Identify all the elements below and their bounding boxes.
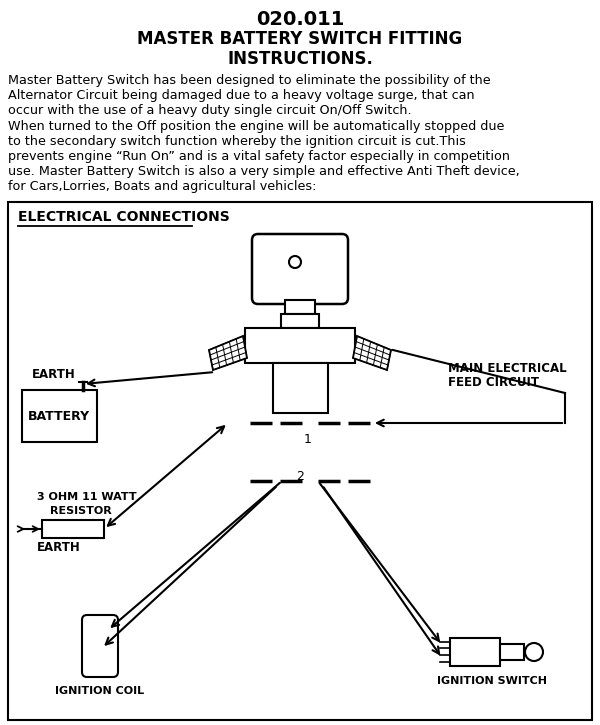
FancyBboxPatch shape <box>252 234 348 304</box>
Text: IGNITION SWITCH: IGNITION SWITCH <box>437 676 547 686</box>
Text: use. Master Battery Switch is also a very simple and effective Anti Theft device: use. Master Battery Switch is also a ver… <box>8 165 520 178</box>
Text: 2: 2 <box>296 470 304 483</box>
Bar <box>450 638 500 666</box>
Text: for Cars,Lorries, Boats and agricultural vehicles:: for Cars,Lorries, Boats and agricultural… <box>8 181 317 194</box>
Bar <box>245 328 355 363</box>
Bar <box>8 202 592 720</box>
Bar <box>22 390 97 442</box>
Text: 1: 1 <box>304 433 312 446</box>
FancyBboxPatch shape <box>82 615 118 677</box>
Text: MASTER BATTERY SWITCH FITTING: MASTER BATTERY SWITCH FITTING <box>137 30 463 48</box>
Bar <box>281 314 319 328</box>
Text: EARTH: EARTH <box>37 541 81 554</box>
Text: occur with the use of a heavy duty single circuit On/Off Switch.: occur with the use of a heavy duty singl… <box>8 104 412 117</box>
Text: INSTRUCTIONS.: INSTRUCTIONS. <box>227 50 373 68</box>
Text: ELECTRICAL CONNECTIONS: ELECTRICAL CONNECTIONS <box>18 210 230 224</box>
Polygon shape <box>209 336 247 370</box>
Text: 3 OHM 11 WATT: 3 OHM 11 WATT <box>37 492 137 502</box>
Text: When turned to the Off position the engine will be automatically stopped due: When turned to the Off position the engi… <box>8 120 505 133</box>
Bar <box>500 644 524 660</box>
Text: IGNITION COIL: IGNITION COIL <box>55 686 145 696</box>
Text: BATTERY: BATTERY <box>28 410 90 423</box>
Bar <box>42 520 104 538</box>
Text: to the secondary switch function whereby the ignition circuit is cut.This: to the secondary switch function whereby… <box>8 135 466 148</box>
Bar <box>273 363 328 413</box>
Text: Alternator Circuit being damaged due to a heavy voltage surge, that can: Alternator Circuit being damaged due to … <box>8 89 475 102</box>
Polygon shape <box>353 336 391 370</box>
Text: RESISTOR: RESISTOR <box>50 506 112 516</box>
Text: EARTH: EARTH <box>32 368 76 381</box>
Text: MAIN ELECTRICAL: MAIN ELECTRICAL <box>448 362 566 375</box>
Bar <box>285 300 315 314</box>
Text: 020.011: 020.011 <box>256 10 344 29</box>
Text: prevents engine “Run On” and is a vital safety factor especially in competition: prevents engine “Run On” and is a vital … <box>8 150 510 163</box>
Text: FEED CIRCUIT: FEED CIRCUIT <box>448 376 539 389</box>
Text: Master Battery Switch has been designed to eliminate the possibility of the: Master Battery Switch has been designed … <box>8 74 491 87</box>
